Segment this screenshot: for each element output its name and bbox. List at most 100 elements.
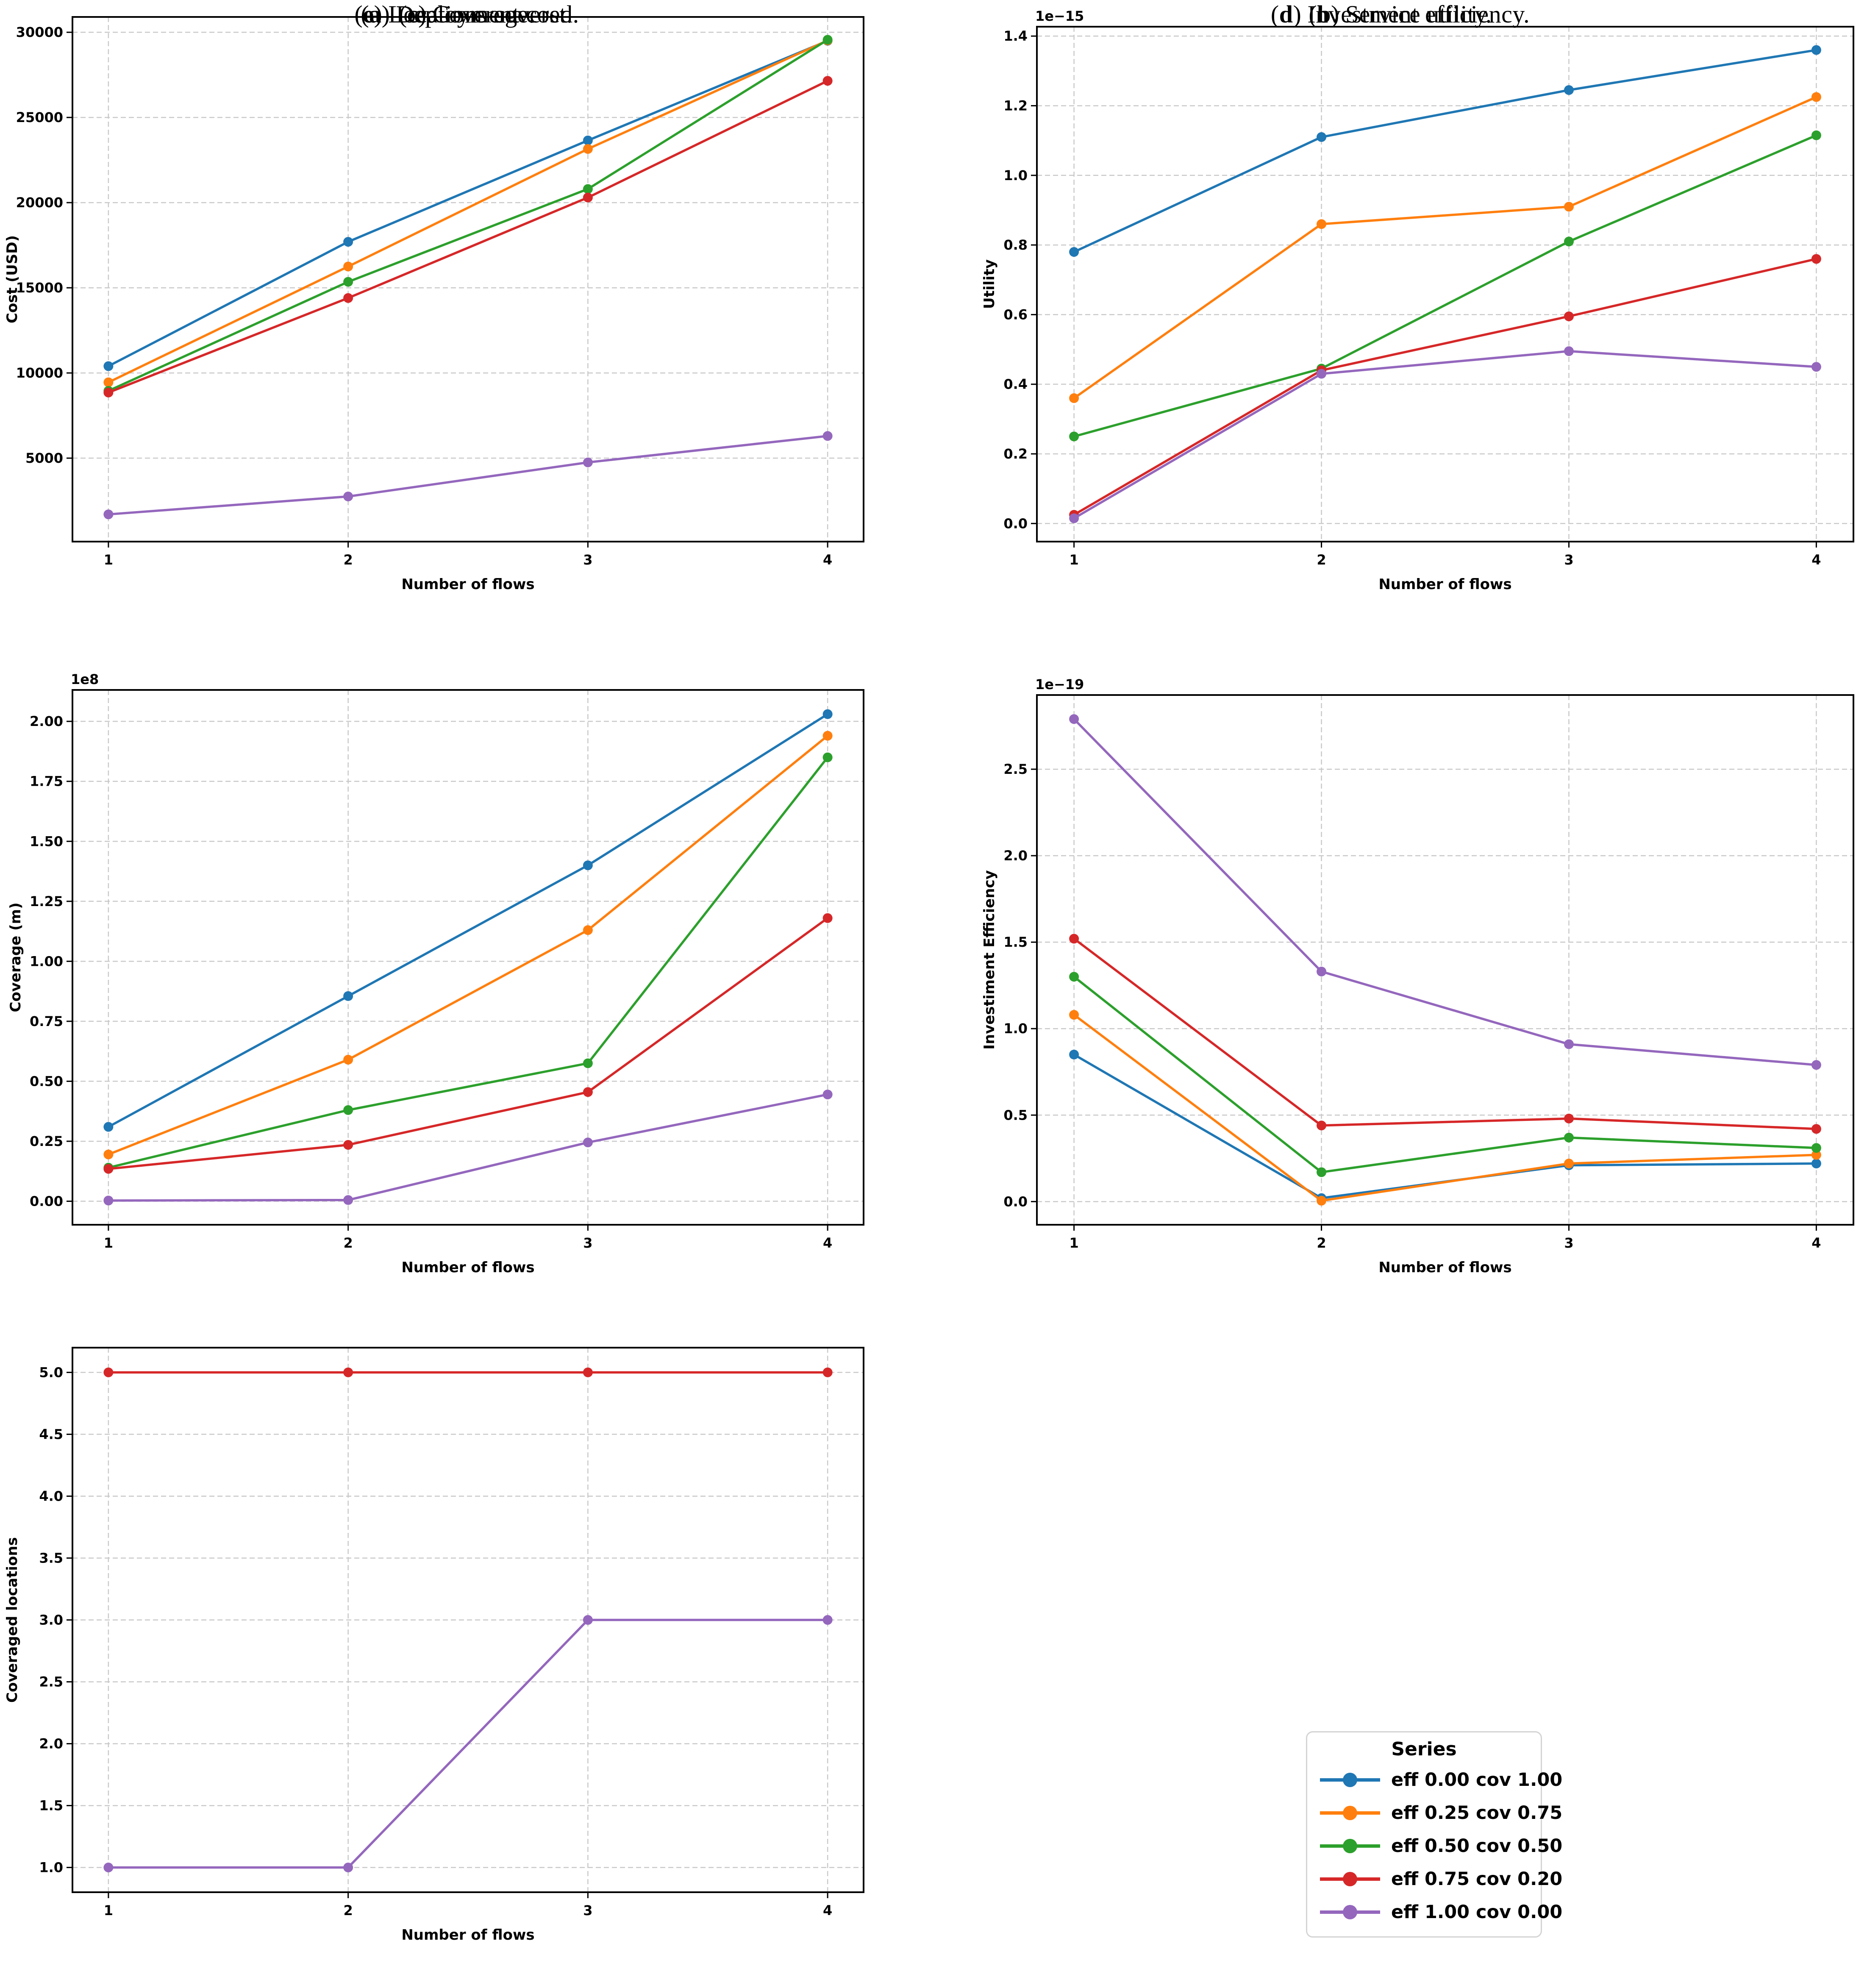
series-marker [1811, 362, 1821, 372]
series-4 [103, 431, 833, 520]
tick-label-x: 4 [823, 1902, 832, 1918]
caption-c-letter: c [407, 0, 418, 28]
tick-label-y: 1.50 [30, 833, 63, 849]
series-marker [1564, 236, 1574, 247]
legend-label: eff 0.75 cov 0.20 [1391, 1868, 1563, 1890]
tick-label-y: 2.0 [39, 1736, 63, 1752]
ticks [1031, 35, 1817, 548]
legend-item-3: eff 0.75 cov 0.20 [1318, 1863, 1562, 1896]
series-marker [103, 377, 114, 387]
tick-label-y: 0.5 [1003, 1107, 1028, 1123]
x-axis-label: Number of flows [401, 1927, 534, 1944]
series-0 [1069, 45, 1821, 257]
series-line [1072, 1013, 1818, 1202]
legend-line-marker-icon [1320, 1905, 1380, 1919]
series-line [107, 756, 829, 1169]
series-marker [822, 709, 833, 719]
series-line [107, 734, 829, 1156]
series-line [107, 917, 829, 1170]
series-marker [822, 1615, 833, 1625]
series-marker [1564, 1039, 1574, 1049]
series-marker [822, 35, 833, 45]
tick-label-y: 0.2 [1003, 446, 1028, 462]
legend-rows: eff 0.00 cov 1.00 eff 0.25 cov 0.75 eff 0.… [1318, 1763, 1562, 1929]
series-line [107, 713, 829, 1128]
caption-d: (d) Investment efficiency. [1270, 0, 1530, 28]
series-line [1072, 258, 1818, 516]
caption-a-text: Deployment cost. [396, 0, 573, 28]
series-marker [1069, 714, 1079, 724]
tick-label-y: 1.75 [30, 773, 63, 790]
series-0 [103, 709, 833, 1132]
series-marker [1069, 1010, 1079, 1020]
tick-label-y: 1.0 [1003, 1020, 1028, 1037]
chart-e: 1 2 3 4 1.0 1.5 2.0 2.5 3.0 3.5 4.0 4.5 5.0 Number of… [4, 1347, 864, 1944]
series-marker [343, 1054, 353, 1065]
legend-line-marker-icon [1320, 1839, 1380, 1853]
series-marker [103, 1164, 114, 1174]
series-marker [822, 1367, 833, 1377]
plot-area [1037, 695, 1853, 1225]
chart-a: 1 2 3 4 5000 10000 15000 20000 25000 30000 Number … [4, 16, 864, 593]
series-marker [1564, 311, 1574, 321]
series-marker [822, 731, 833, 741]
series-line [107, 1093, 829, 1202]
caption-a-letter: a [369, 0, 382, 28]
caption-b-letter: b [1317, 0, 1331, 28]
x-axis-label: Number of flows [1378, 1259, 1511, 1276]
ticks [1031, 768, 1817, 1231]
tick-label-x: 2 [343, 1235, 353, 1251]
series-marker [1069, 1049, 1079, 1059]
tick-label-y: 0.00 [30, 1193, 63, 1209]
ticks [67, 720, 828, 1231]
tick-label-y: 0.25 [30, 1133, 63, 1149]
series-marker [1811, 45, 1821, 55]
series-marker [1069, 513, 1079, 523]
x-axis-label: Number of flows [401, 1259, 534, 1276]
series-marker [1564, 346, 1574, 356]
tick-label-y: 20000 [16, 195, 63, 211]
series-marker [343, 261, 353, 272]
legend-title: Series [1391, 1738, 1457, 1760]
tick-label-x: 4 [1811, 1235, 1821, 1251]
series-3 [1069, 934, 1821, 1134]
series-3 [103, 913, 833, 1174]
series-marker [1811, 1159, 1821, 1169]
series-marker [1069, 972, 1079, 982]
series-line [107, 39, 829, 392]
series-marker [1564, 1159, 1574, 1169]
series-marker [583, 1615, 593, 1625]
series-marker [343, 1140, 353, 1150]
series-marker [1317, 219, 1327, 229]
legend-item-0: eff 0.00 cov 1.00 [1318, 1763, 1562, 1796]
series-marker [1564, 1132, 1574, 1143]
gridlines [72, 690, 864, 1225]
x-axis-label: Number of flows [401, 576, 534, 593]
tick-label-x: 4 [823, 1235, 832, 1251]
series-line [1072, 976, 1818, 1173]
series-marker [583, 184, 593, 194]
legend-label: eff 0.00 cov 1.00 [1391, 1769, 1563, 1791]
legend-item-2: eff 0.50 cov 0.50 [1318, 1830, 1562, 1863]
legend-label: eff 1.00 cov 0.00 [1391, 1902, 1563, 1923]
series-marker [343, 277, 353, 287]
series-line [1072, 49, 1818, 253]
series-marker [103, 1863, 114, 1873]
legend-line-marker-icon [1320, 1806, 1380, 1820]
chart-b: 1 2 3 4 0.0 0.2 0.4 0.6 0.8 1.0 1.2 1.4 1e−15 Number … [981, 8, 1854, 593]
caption-c-text: Coverage. [432, 0, 535, 28]
tick-label-y: 5.0 [39, 1364, 63, 1380]
gridlines [72, 17, 864, 542]
tick-label-y: 5000 [25, 450, 63, 466]
caption-a: (a) Deployment cost. [361, 0, 573, 28]
axis-offset-label: 1e8 [71, 671, 99, 687]
tick-label-y: 0.0 [1003, 515, 1028, 531]
series-0 [103, 1367, 833, 1377]
series-marker [103, 1149, 114, 1159]
series-4 [1069, 714, 1821, 1070]
caption-e-letter: e [363, 0, 374, 28]
series-marker [1564, 202, 1574, 212]
series-marker [103, 1122, 114, 1132]
series-marker [343, 491, 353, 501]
